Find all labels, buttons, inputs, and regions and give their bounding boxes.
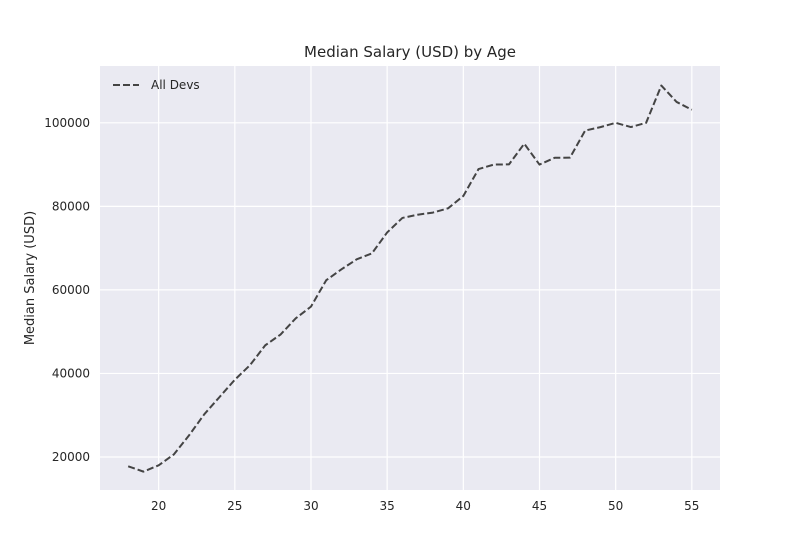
y-tick-label: 100000 bbox=[44, 116, 90, 130]
series-line-all-devs bbox=[127, 84, 693, 473]
x-tick-label: 25 bbox=[227, 499, 242, 513]
x-tick-label: 30 bbox=[303, 499, 318, 513]
x-tick-label: 55 bbox=[684, 499, 699, 513]
y-tick-label: 60000 bbox=[52, 283, 90, 297]
x-tick-label: 40 bbox=[456, 499, 471, 513]
legend: All Devs bbox=[113, 78, 200, 92]
x-tick-label: 50 bbox=[608, 499, 623, 513]
series-layer bbox=[127, 84, 693, 473]
y-tick-label: 20000 bbox=[52, 450, 90, 464]
legend-label-all-devs: All Devs bbox=[151, 78, 200, 92]
y-tick-label: 40000 bbox=[52, 366, 90, 380]
y-axis-label: Median Salary (USD) bbox=[23, 211, 38, 345]
x-tick-label: 35 bbox=[380, 499, 395, 513]
tick-labels: 20 25 30 35 40 45 50 55 20000 40000 60000 80000 1000… bbox=[44, 116, 699, 513]
chart-title: Median Salary (USD) by Age bbox=[304, 43, 516, 61]
x-tick-label: 20 bbox=[151, 499, 166, 513]
plot-background bbox=[100, 66, 720, 490]
x-tick-label: 45 bbox=[532, 499, 547, 513]
y-tick-label: 80000 bbox=[52, 199, 90, 213]
